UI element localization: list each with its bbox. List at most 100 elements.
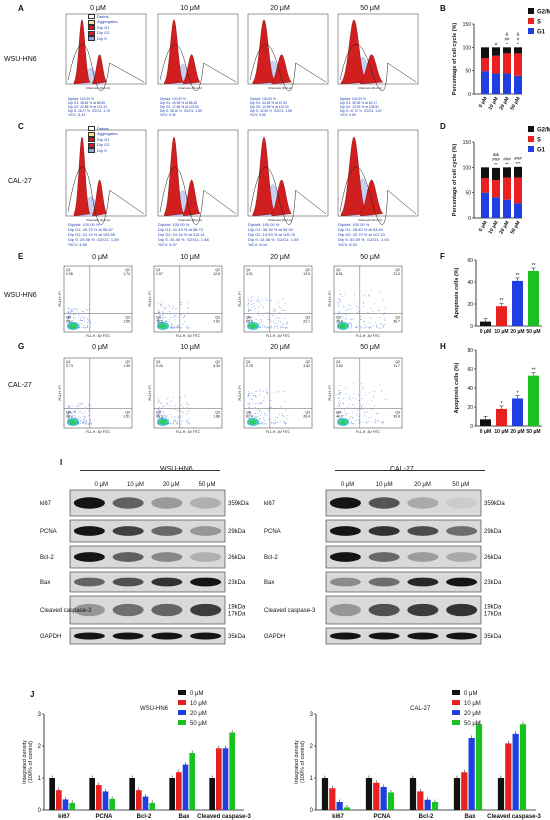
scatter-point <box>248 310 250 312</box>
scatter-point <box>380 422 382 423</box>
scatter-point <box>158 409 159 410</box>
y-tick-label: 0 <box>470 324 473 330</box>
scatter-point <box>76 309 78 311</box>
wb-size-label-cal-4: 17kDa <box>484 612 502 618</box>
scatter-point <box>186 421 188 423</box>
scatter-point <box>187 307 189 309</box>
wb-size-label-wsu-4: 19kDa <box>228 605 246 611</box>
quadrant-label-q1: Q1 <box>336 268 341 272</box>
scatter-point <box>284 317 286 319</box>
scatter-point <box>84 327 86 329</box>
scatter-point <box>352 382 354 384</box>
scatter-point <box>287 415 289 416</box>
blot-strip-cal-5 <box>325 627 482 645</box>
scatter-point <box>339 384 341 386</box>
scatter-point <box>259 410 261 412</box>
scatter-point <box>268 327 270 329</box>
scatter-point <box>162 318 164 319</box>
j-bar-Cleaved caspase-3-2 <box>222 748 229 810</box>
scatter-point <box>78 312 80 314</box>
scatter-point <box>268 319 270 321</box>
stats-a-2: Diploid: 100.00 % Dip G1: 44.38 % at 57.… <box>250 97 292 117</box>
scatter-point <box>384 312 385 314</box>
scatter-point <box>70 310 72 312</box>
j-bar-PCNA-2 <box>380 786 387 810</box>
scatter-point <box>68 311 69 313</box>
scatter-point <box>248 391 250 393</box>
scatter-point <box>356 305 358 307</box>
scatter-point <box>169 319 171 321</box>
chart-j: 0 1 2 3 ki67 PCNA Bcl-2 Bax Cleaved caspase-3 Int… <box>22 690 542 820</box>
scatter-point <box>171 324 173 326</box>
scatter-point <box>351 423 353 425</box>
scatter-point <box>337 398 339 400</box>
scatter-point <box>254 305 256 307</box>
blot-band-cal-1-1 <box>368 526 400 536</box>
scatter-point <box>383 300 385 301</box>
scatter-axis-x: FL1-H : AV FITC <box>356 430 381 434</box>
scatter-point <box>175 409 177 411</box>
quadrant-value-q2: 3.42 <box>303 364 310 368</box>
bar-G1-2 <box>503 199 511 218</box>
wb-size-label-cal-4: 19kDa <box>484 605 502 611</box>
scatter-point <box>161 310 163 312</box>
scatter-point <box>186 413 188 415</box>
scatter-point <box>69 321 71 323</box>
scatter-point <box>175 315 177 317</box>
scatter-point <box>343 305 345 307</box>
blot-band-wsu-1-0 <box>73 526 105 536</box>
scatter-point <box>284 303 286 305</box>
scatter-point <box>161 301 162 303</box>
bar-G2/M-2 <box>503 47 511 54</box>
scatter-point <box>84 406 86 408</box>
scatter-point <box>349 323 351 325</box>
scatter-point <box>177 324 179 326</box>
scatter-point <box>172 308 174 310</box>
blot-band-wsu-1-3 <box>190 526 222 536</box>
scatter-point <box>248 303 250 305</box>
scatter-point <box>262 306 264 308</box>
scatter-point <box>384 307 386 309</box>
scatter-density-peak <box>340 324 346 328</box>
scatter-point <box>338 397 340 399</box>
x-tick-label: 0 μM <box>480 429 491 435</box>
scatter-point <box>174 417 176 419</box>
scatter-point <box>172 305 174 307</box>
j-bar-Bcl-2-0 <box>129 778 135 810</box>
wb-size-label-wsu-2: 26kDa <box>228 555 246 561</box>
scatter-point <box>86 423 88 425</box>
scatter-density-peak <box>160 420 166 424</box>
scatter-point <box>372 310 374 312</box>
scatter-point <box>270 299 272 301</box>
scatter-point <box>174 405 176 407</box>
y-tick-label: 40 <box>467 386 473 392</box>
scatter-point <box>365 407 367 409</box>
scatter-point <box>159 412 161 414</box>
scatter-point <box>87 408 89 410</box>
scatter-point <box>355 398 357 400</box>
scatter-point <box>371 289 373 291</box>
wb-wsu-conc-3: 50 μM <box>198 482 216 488</box>
wb-size-label-cal-5: 35kDa <box>484 634 502 640</box>
scatter-point <box>174 315 176 317</box>
blot-band-cal-5-3 <box>446 632 478 640</box>
scatter-point <box>285 422 287 424</box>
scatter-point <box>180 303 182 305</box>
bar-S-2 <box>503 177 511 200</box>
scatter-point <box>283 421 285 423</box>
scatter-point <box>171 317 173 319</box>
scatter-point <box>339 300 341 301</box>
scatter-point <box>279 405 281 407</box>
wb-wsu-conc-2: 20 μM <box>162 482 180 488</box>
scatter-point <box>175 421 177 423</box>
scatter-point <box>284 409 286 411</box>
scatter-point <box>250 412 252 414</box>
scatter-point <box>377 412 379 414</box>
scatter-point <box>166 415 168 417</box>
scatter-point <box>350 322 352 324</box>
quadrant-label-q1: Q1 <box>66 360 71 364</box>
scatter-frame-e-3 <box>333 265 403 333</box>
scatter-point <box>180 313 182 315</box>
blot-band-cal-0-3 <box>446 497 478 509</box>
scatter-point <box>186 407 188 408</box>
